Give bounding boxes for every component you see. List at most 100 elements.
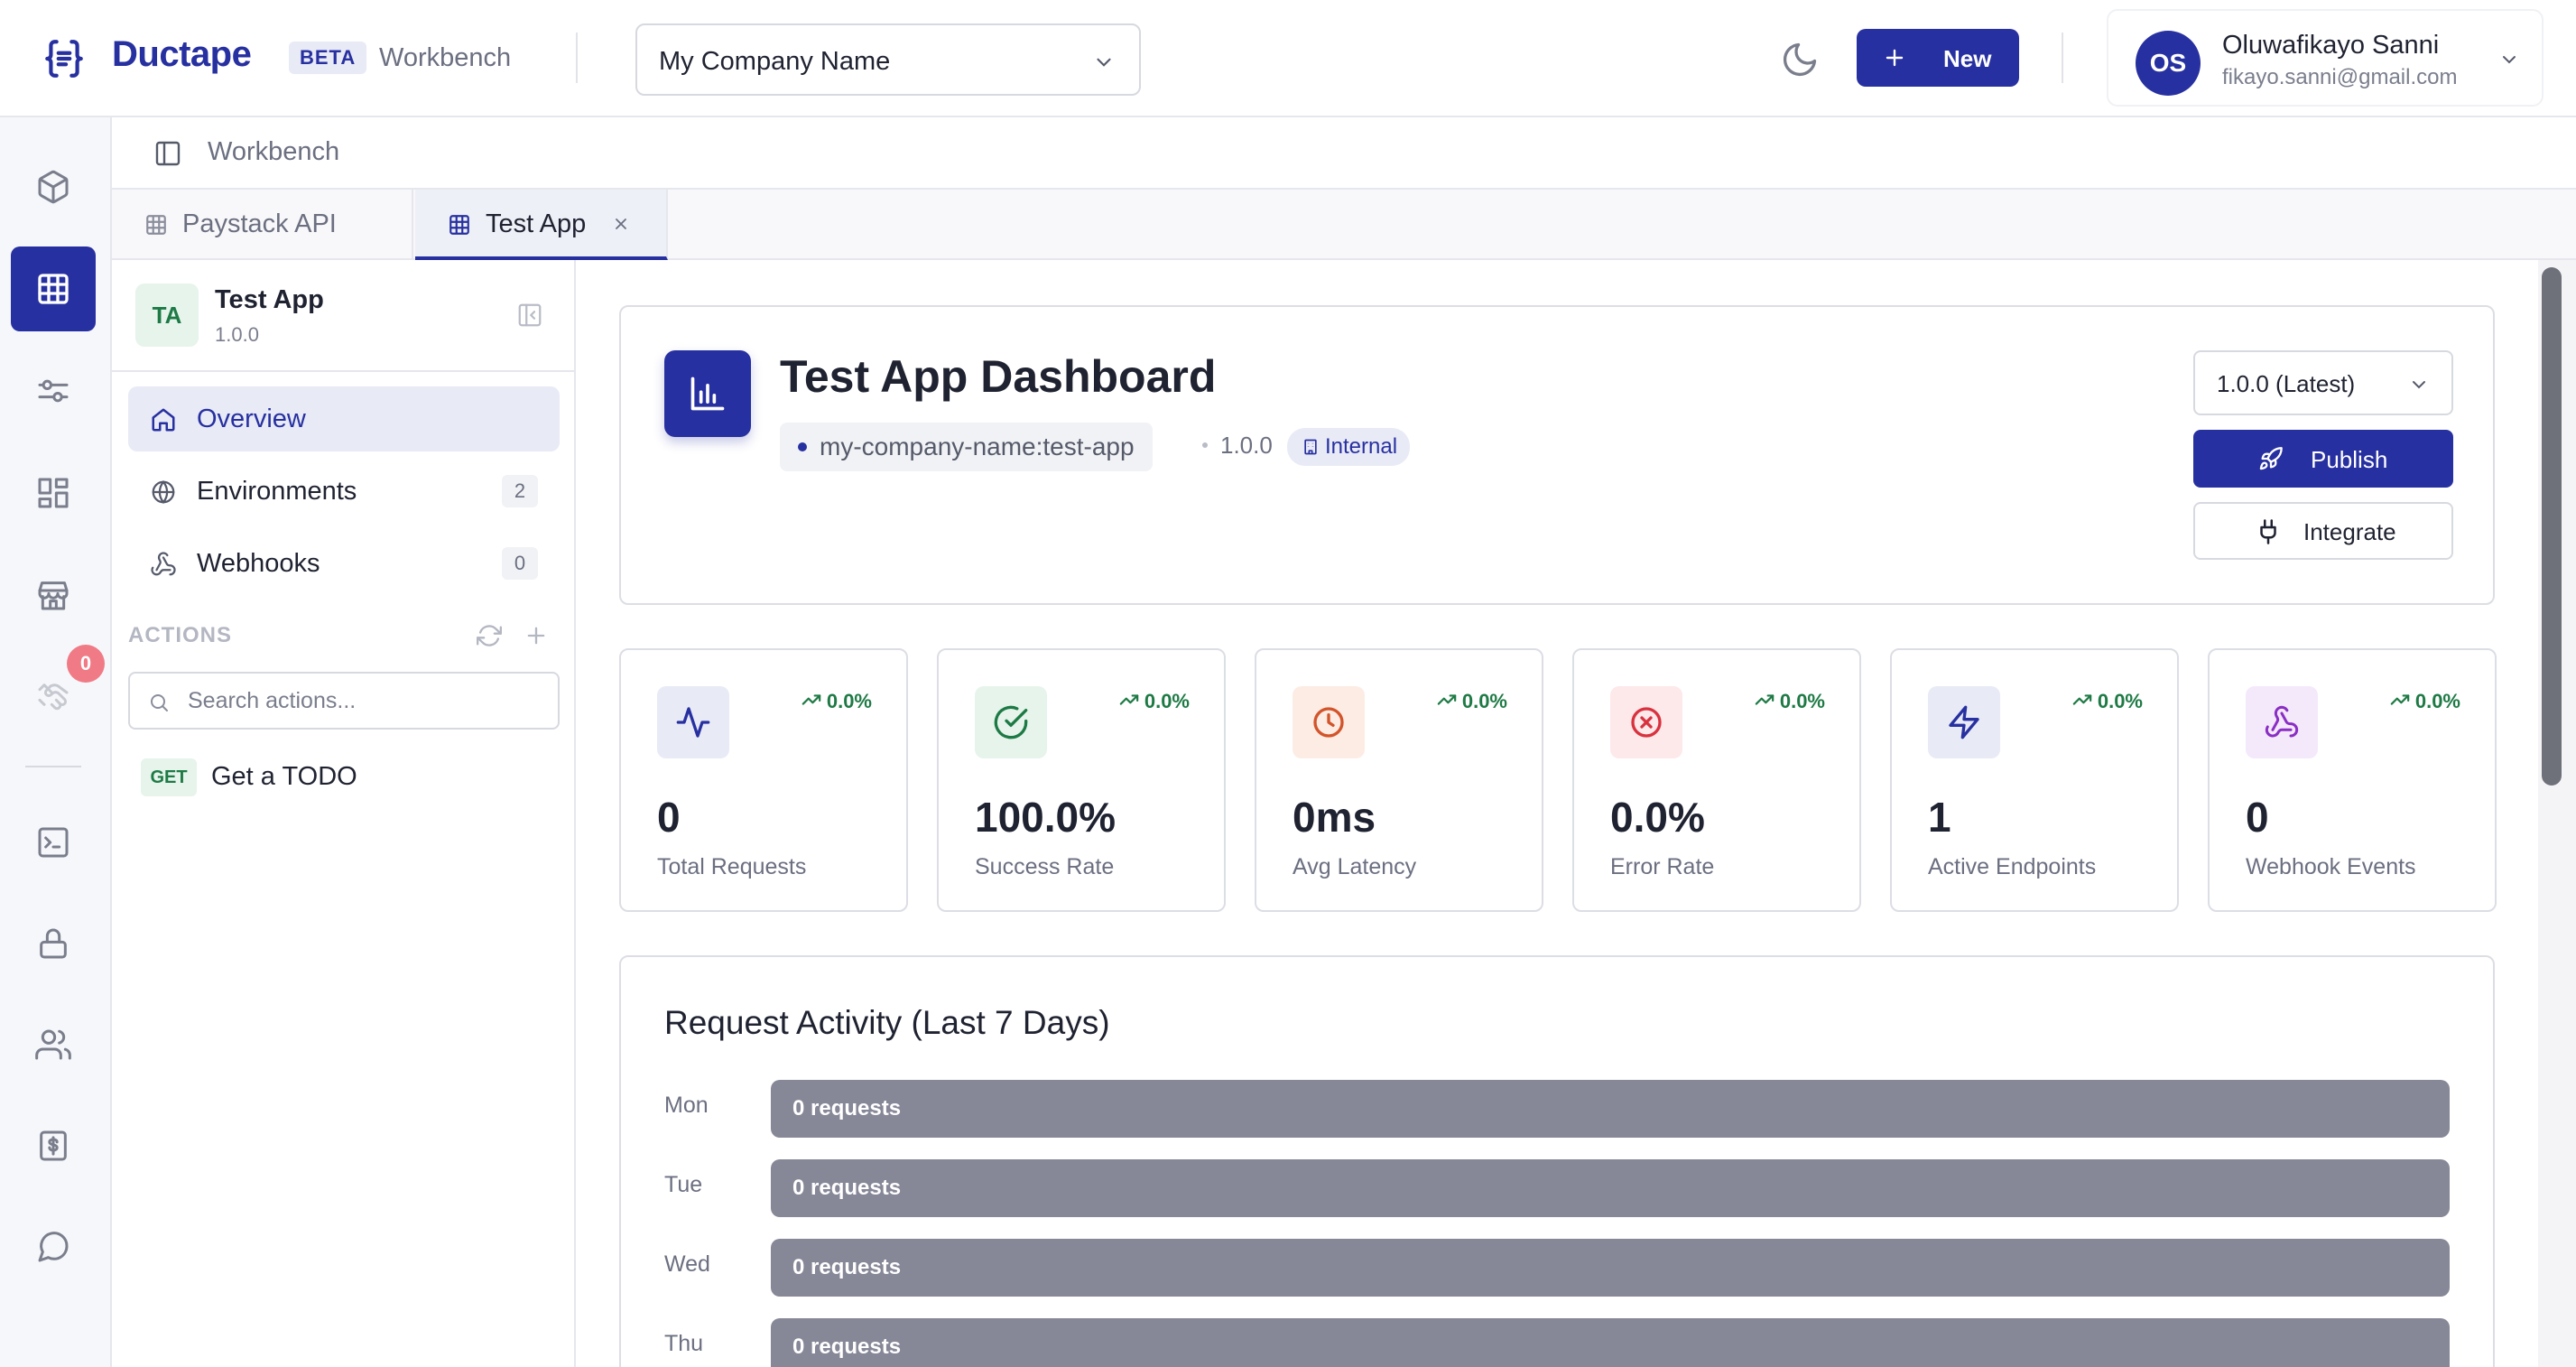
app-sidebar: TA Test App 1.0.0 Overview Environments … (112, 260, 576, 1367)
sidebar-item-overview[interactable]: Overview (128, 386, 560, 451)
header-divider (576, 33, 578, 83)
tab-paystack-api[interactable]: Paystack API (112, 190, 413, 260)
integrate-button[interactable]: Integrate (2193, 502, 2453, 560)
rail-item-settings[interactable] (11, 349, 96, 433)
trend-indicator: 0.0% (1755, 690, 1825, 713)
tab-test-app[interactable]: Test App (415, 190, 668, 260)
sidebar-item-label: Overview (197, 405, 306, 433)
publish-button[interactable]: Publish (2193, 430, 2453, 488)
app-name: Test App (215, 285, 324, 314)
activity-bar: 0 requests (771, 1159, 2450, 1217)
list-item[interactable]: GET Get a TODO (128, 748, 560, 807)
day-label: Mon (664, 1093, 709, 1118)
stat-card-active-endpoints: 0.0% 1 Active Endpoints (1890, 648, 2179, 912)
sidebar-item-environments[interactable]: Environments 2 (128, 459, 560, 524)
stat-label: Active Endpoints (1928, 854, 2097, 879)
app-slug[interactable]: my-company-name:test-app (780, 423, 1153, 471)
trending-up-icon (802, 694, 821, 705)
company-select[interactable]: My Company Name (635, 23, 1141, 96)
rail-item-billing[interactable] (11, 1103, 96, 1188)
rail-item-security[interactable] (11, 901, 96, 986)
tab-label: Paystack API (182, 209, 337, 238)
chevron-down-icon (2498, 49, 2520, 70)
chevron-down-icon (2408, 374, 2430, 395)
rail-item-partners[interactable] (11, 655, 96, 739)
ductape-logo-icon[interactable] (42, 36, 87, 81)
trending-up-icon (2390, 694, 2410, 705)
stat-card-webhook-events: 0.0% 0 Webhook Events (2208, 648, 2497, 912)
rail-item-dashboard[interactable] (11, 451, 96, 535)
stat-value: 0ms (1293, 794, 1376, 841)
day-label: Thu (664, 1331, 704, 1356)
activity-bar: 0 requests (771, 1080, 2450, 1138)
stat-value: 0 (657, 794, 681, 841)
rocket-icon (2259, 447, 2283, 470)
scrollbar-thumb[interactable] (2542, 267, 2562, 786)
rail-item-workbench[interactable] (11, 246, 96, 331)
plug-icon (2260, 519, 2276, 544)
trend-indicator: 0.0% (1437, 690, 1507, 713)
zap-icon (1928, 686, 2000, 758)
main-content: Test App Dashboard my-company-name:test-… (578, 260, 2576, 1367)
status-dot (798, 442, 807, 451)
activity-icon (657, 686, 729, 758)
rail-item-support[interactable] (11, 1204, 96, 1289)
visibility-badge: Internal (1287, 428, 1411, 466)
collapse-sidebar-icon[interactable] (516, 302, 543, 329)
trend-indicator: 0.0% (2072, 690, 2143, 713)
plus-icon (1884, 47, 1905, 69)
search-input[interactable] (188, 683, 549, 719)
sidebar-item-webhooks[interactable]: Webhooks 0 (128, 531, 560, 596)
stat-card-avg-latency: 0.0% 0ms Avg Latency (1255, 648, 1543, 912)
building-icon (1304, 439, 1317, 455)
home-icon (150, 406, 177, 433)
version-select-value: 1.0.0 (Latest) (2217, 370, 2356, 397)
rail-item-marketplace[interactable] (11, 553, 96, 637)
grid-icon (144, 213, 168, 237)
moon-icon[interactable] (1780, 40, 1820, 79)
brand-name[interactable]: Ductape (112, 34, 252, 74)
search-icon (148, 692, 170, 713)
stat-label: Avg Latency (1293, 854, 1417, 879)
day-label: Wed (664, 1251, 710, 1277)
rail-item-console[interactable] (11, 800, 96, 885)
visibility-label: Internal (1325, 434, 1398, 459)
stat-label: Success Rate (975, 854, 1115, 879)
activity-bar: 0 requests (771, 1239, 2450, 1297)
trending-up-icon (1119, 694, 1139, 705)
beta-badge: BETA (289, 42, 367, 74)
bar-chart-icon (664, 350, 751, 437)
close-icon[interactable] (612, 215, 630, 233)
header-section-label: Workbench (379, 43, 512, 72)
stat-value: 0 (2246, 794, 2269, 841)
rail-item-products[interactable] (11, 144, 96, 229)
sidebar-item-label: Webhooks (197, 549, 320, 578)
chevron-down-icon (1092, 51, 1116, 74)
breadcrumb-item[interactable]: Workbench (208, 137, 340, 166)
plus-icon[interactable] (524, 623, 549, 648)
x-circle-icon (1610, 686, 1682, 758)
new-button[interactable]: New (1857, 29, 2019, 87)
trending-up-icon (1755, 694, 1774, 705)
tab-label: Test App (486, 209, 587, 238)
app-header: TA Test App 1.0.0 (112, 260, 574, 372)
dashboard-header-card: Test App Dashboard my-company-name:test-… (619, 305, 2495, 605)
rail-item-team[interactable] (11, 1002, 96, 1087)
stat-card-success-rate: 0.0% 100.0% Success Rate (937, 648, 1226, 912)
trend-indicator: 0.0% (1119, 690, 1190, 713)
version-select[interactable]: 1.0.0 (Latest) (2193, 350, 2453, 415)
refresh-icon[interactable] (477, 623, 502, 648)
sidebar-toggle-icon[interactable] (153, 139, 182, 168)
trend-indicator: 0.0% (802, 690, 872, 713)
stat-card-error-rate: 0.0% 0.0% Error Rate (1572, 648, 1861, 912)
rail-divider (25, 766, 81, 767)
search-actions (128, 672, 560, 730)
grid-icon (448, 213, 471, 237)
day-label: Tue (664, 1172, 703, 1197)
user-menu[interactable]: OS Oluwafikayo Sanni fikayo.sanni@gmail.… (2107, 9, 2544, 107)
check-circle-icon (975, 686, 1047, 758)
trend-indicator: 0.0% (2390, 690, 2460, 713)
avatar: OS (2136, 31, 2201, 96)
stat-value: 0.0% (1610, 794, 1705, 841)
header-divider (2062, 33, 2063, 83)
